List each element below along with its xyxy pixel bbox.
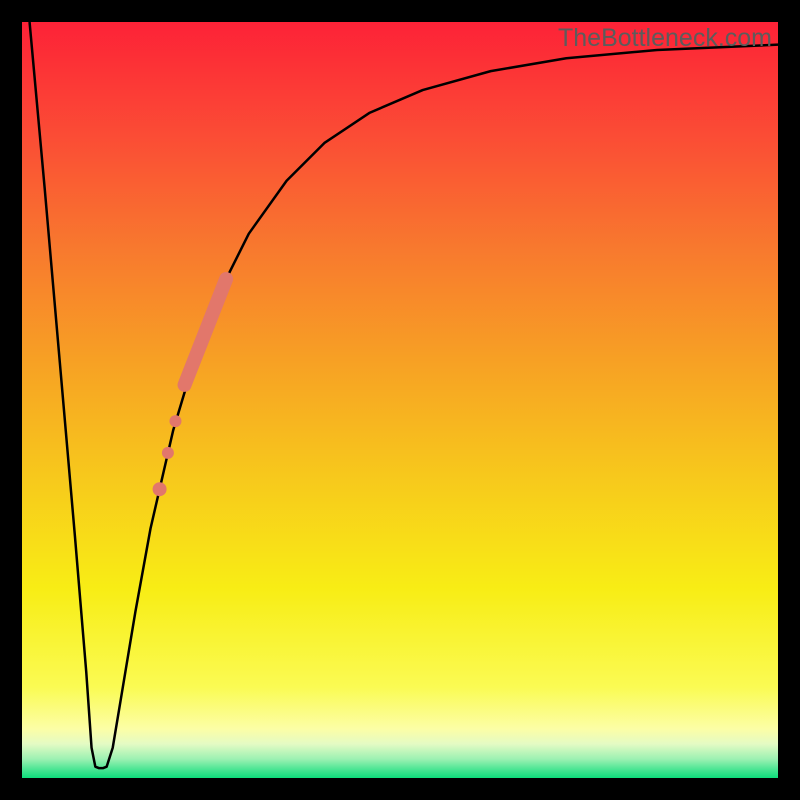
chart-frame: TheBottleneck.com (0, 0, 800, 800)
highlight-dot (162, 447, 174, 459)
highlight-dot (169, 415, 181, 427)
gradient-background (22, 22, 778, 778)
highlight-dot (153, 482, 167, 496)
bottleneck-curve-chart (22, 22, 778, 778)
plot-area (22, 22, 778, 778)
